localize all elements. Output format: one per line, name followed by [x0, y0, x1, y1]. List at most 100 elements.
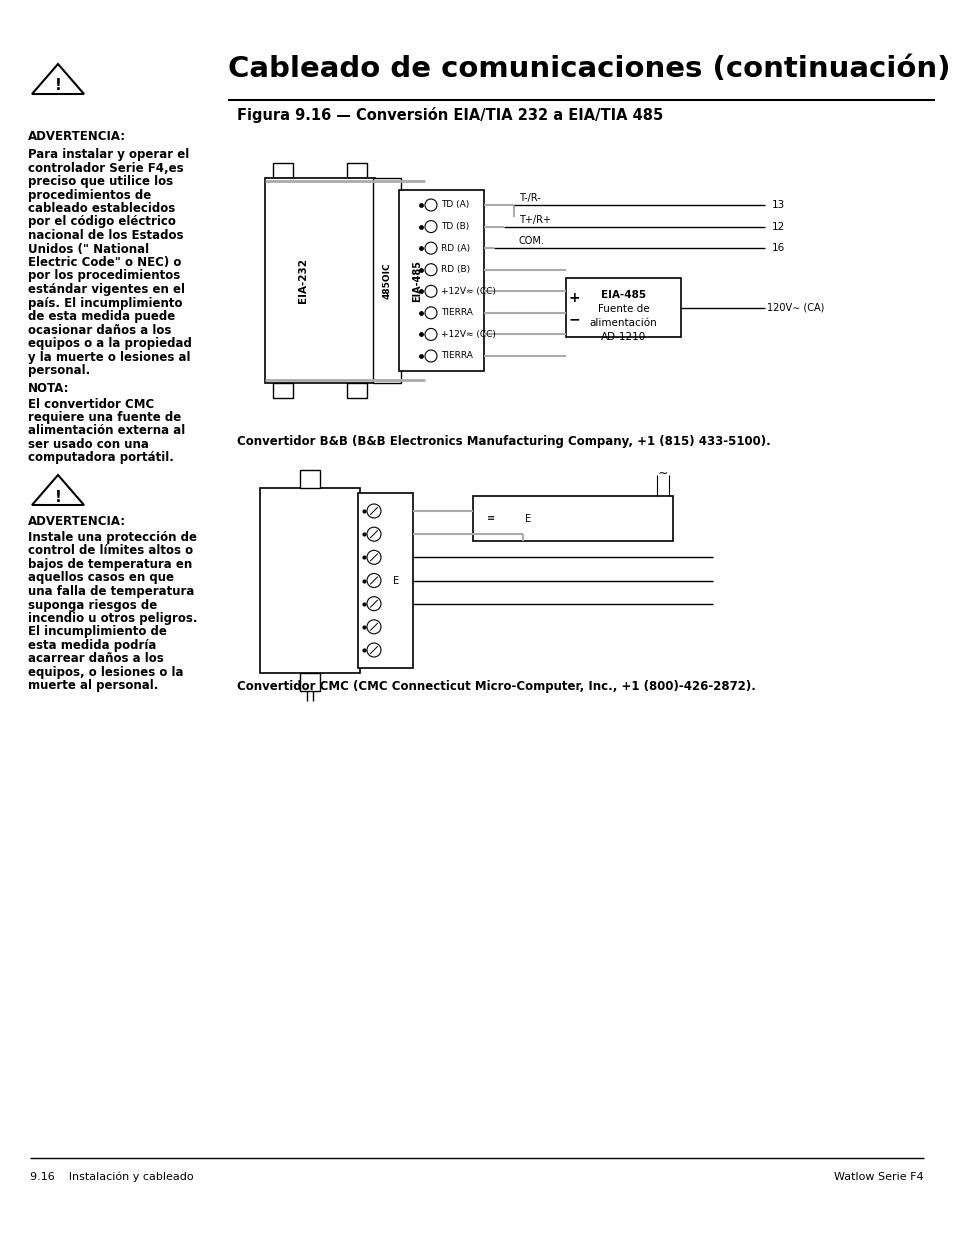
Text: suponga riesgos de: suponga riesgos de — [28, 599, 157, 611]
Polygon shape — [32, 475, 84, 505]
Text: preciso que utilice los: preciso que utilice los — [28, 175, 172, 188]
Bar — [347, 163, 367, 178]
Text: NOTA:: NOTA: — [28, 382, 70, 394]
Circle shape — [424, 329, 436, 341]
Text: TD (B): TD (B) — [440, 222, 469, 231]
Text: TIERRA: TIERRA — [440, 309, 473, 317]
Bar — [373, 178, 400, 383]
Text: !: ! — [54, 79, 61, 94]
Bar — [260, 488, 359, 673]
Text: E: E — [393, 576, 398, 585]
Text: ≡: ≡ — [486, 514, 495, 524]
Circle shape — [424, 306, 436, 319]
Text: y la muerte o lesiones al: y la muerte o lesiones al — [28, 351, 191, 363]
Bar — [273, 163, 293, 178]
Circle shape — [424, 242, 436, 254]
Text: muerte al personal.: muerte al personal. — [28, 679, 158, 693]
Text: ser usado con una: ser usado con una — [28, 438, 149, 451]
Text: 485OIC: 485OIC — [382, 262, 391, 299]
Text: requiere una fuente de: requiere una fuente de — [28, 411, 181, 424]
Circle shape — [367, 527, 380, 541]
Text: control de límites altos o: control de límites altos o — [28, 545, 193, 557]
Text: Figura 9.16 — Conversión EIA/TIA 232 a EIA/TIA 485: Figura 9.16 — Conversión EIA/TIA 232 a E… — [236, 107, 662, 124]
Text: Watlow Serie F4: Watlow Serie F4 — [834, 1172, 923, 1182]
Text: aquellos casos en que: aquellos casos en que — [28, 572, 173, 584]
Text: equipos o a la propiedad: equipos o a la propiedad — [28, 337, 192, 350]
Circle shape — [367, 620, 380, 634]
Bar — [299, 471, 319, 488]
Text: !: ! — [54, 489, 61, 505]
Text: por el código eléctrico: por el código eléctrico — [28, 215, 175, 228]
Circle shape — [367, 573, 380, 588]
Text: El convertidor CMC: El convertidor CMC — [28, 398, 154, 410]
Text: equipos, o lesiones o la: equipos, o lesiones o la — [28, 666, 183, 679]
Bar — [357, 493, 413, 668]
Text: +: + — [568, 290, 579, 305]
Text: Convertidor CMC (CMC Connecticut Micro-Computer, Inc., +1 (800)-426-2872).: Convertidor CMC (CMC Connecticut Micro-C… — [236, 680, 755, 693]
Circle shape — [424, 285, 436, 298]
Circle shape — [424, 221, 436, 232]
Bar — [299, 673, 319, 692]
Circle shape — [367, 597, 380, 610]
Text: AD-1210: AD-1210 — [600, 332, 645, 342]
Text: EIA-485: EIA-485 — [412, 259, 421, 301]
Circle shape — [424, 264, 436, 275]
Text: −: − — [568, 312, 579, 326]
Text: Cableado de comunicaciones (continuación): Cableado de comunicaciones (continuación… — [228, 56, 949, 83]
Text: ocasionar daños a los: ocasionar daños a los — [28, 324, 172, 336]
Text: esta medida podría: esta medida podría — [28, 638, 156, 652]
Text: 12: 12 — [771, 221, 784, 232]
Text: Fuente de: Fuente de — [598, 304, 649, 314]
Circle shape — [424, 199, 436, 211]
Text: computadora portátil.: computadora portátil. — [28, 452, 173, 464]
Text: acarrear daños a los: acarrear daños a los — [28, 652, 164, 666]
Text: cableado establecidos: cableado establecidos — [28, 203, 175, 215]
Text: Para instalar y operar el: Para instalar y operar el — [28, 148, 189, 161]
Text: COM.: COM. — [518, 236, 544, 246]
Text: de esta medida puede: de esta medida puede — [28, 310, 175, 324]
Text: 9.16    Instalación y cableado: 9.16 Instalación y cableado — [30, 1172, 193, 1182]
Circle shape — [424, 350, 436, 362]
Text: ∼: ∼ — [657, 467, 667, 479]
Bar — [265, 178, 375, 383]
Bar — [273, 383, 293, 398]
Circle shape — [367, 551, 380, 564]
Text: T+/R+: T+/R+ — [518, 215, 551, 225]
Text: 13: 13 — [771, 200, 784, 210]
Text: +12V≈ (CC): +12V≈ (CC) — [440, 330, 496, 338]
Bar — [347, 383, 367, 398]
Text: incendio u otros peligros.: incendio u otros peligros. — [28, 613, 197, 625]
Text: controlador Serie F4,es: controlador Serie F4,es — [28, 162, 183, 174]
Bar — [398, 190, 483, 370]
Polygon shape — [32, 64, 84, 94]
Text: TD (A): TD (A) — [440, 200, 469, 210]
Text: El incumplimiento de: El incumplimiento de — [28, 625, 167, 638]
Text: Electric Code" o NEC) o: Electric Code" o NEC) o — [28, 256, 181, 269]
Text: Instale una protección de: Instale una protección de — [28, 531, 196, 543]
Text: +12V≈ (CC): +12V≈ (CC) — [440, 287, 496, 296]
Text: E: E — [524, 514, 531, 524]
Text: RD (B): RD (B) — [440, 266, 470, 274]
Text: alimentación externa al: alimentación externa al — [28, 425, 185, 437]
Text: Unidos (" National: Unidos (" National — [28, 242, 149, 256]
Bar — [473, 496, 672, 541]
Text: procedimientos de: procedimientos de — [28, 189, 152, 201]
Circle shape — [367, 643, 380, 657]
Text: 120V∼ (CA): 120V∼ (CA) — [766, 303, 823, 312]
Text: país. El incumplimiento: país. El incumplimiento — [28, 296, 182, 310]
Text: TIERRA: TIERRA — [440, 352, 473, 361]
Text: 16: 16 — [771, 243, 784, 253]
Text: T-/R-: T-/R- — [518, 193, 540, 203]
Text: bajos de temperatura en: bajos de temperatura en — [28, 558, 193, 571]
Text: Convertidor B&B (B&B Electronics Manufacturing Company, +1 (815) 433-5100).: Convertidor B&B (B&B Electronics Manufac… — [236, 435, 770, 448]
Text: EIA-232: EIA-232 — [297, 258, 308, 303]
Text: estándar vigentes en el: estándar vigentes en el — [28, 283, 185, 296]
Text: RD (A): RD (A) — [440, 243, 470, 253]
Text: ADVERTENCIA:: ADVERTENCIA: — [28, 515, 126, 529]
Text: EIA-485: EIA-485 — [600, 290, 645, 300]
Text: personal.: personal. — [28, 364, 91, 377]
Text: alimentación: alimentación — [589, 317, 657, 327]
Text: ADVERTENCIA:: ADVERTENCIA: — [28, 130, 126, 143]
Text: una falla de temperatura: una falla de temperatura — [28, 585, 194, 598]
Text: nacional de los Estados: nacional de los Estados — [28, 228, 183, 242]
